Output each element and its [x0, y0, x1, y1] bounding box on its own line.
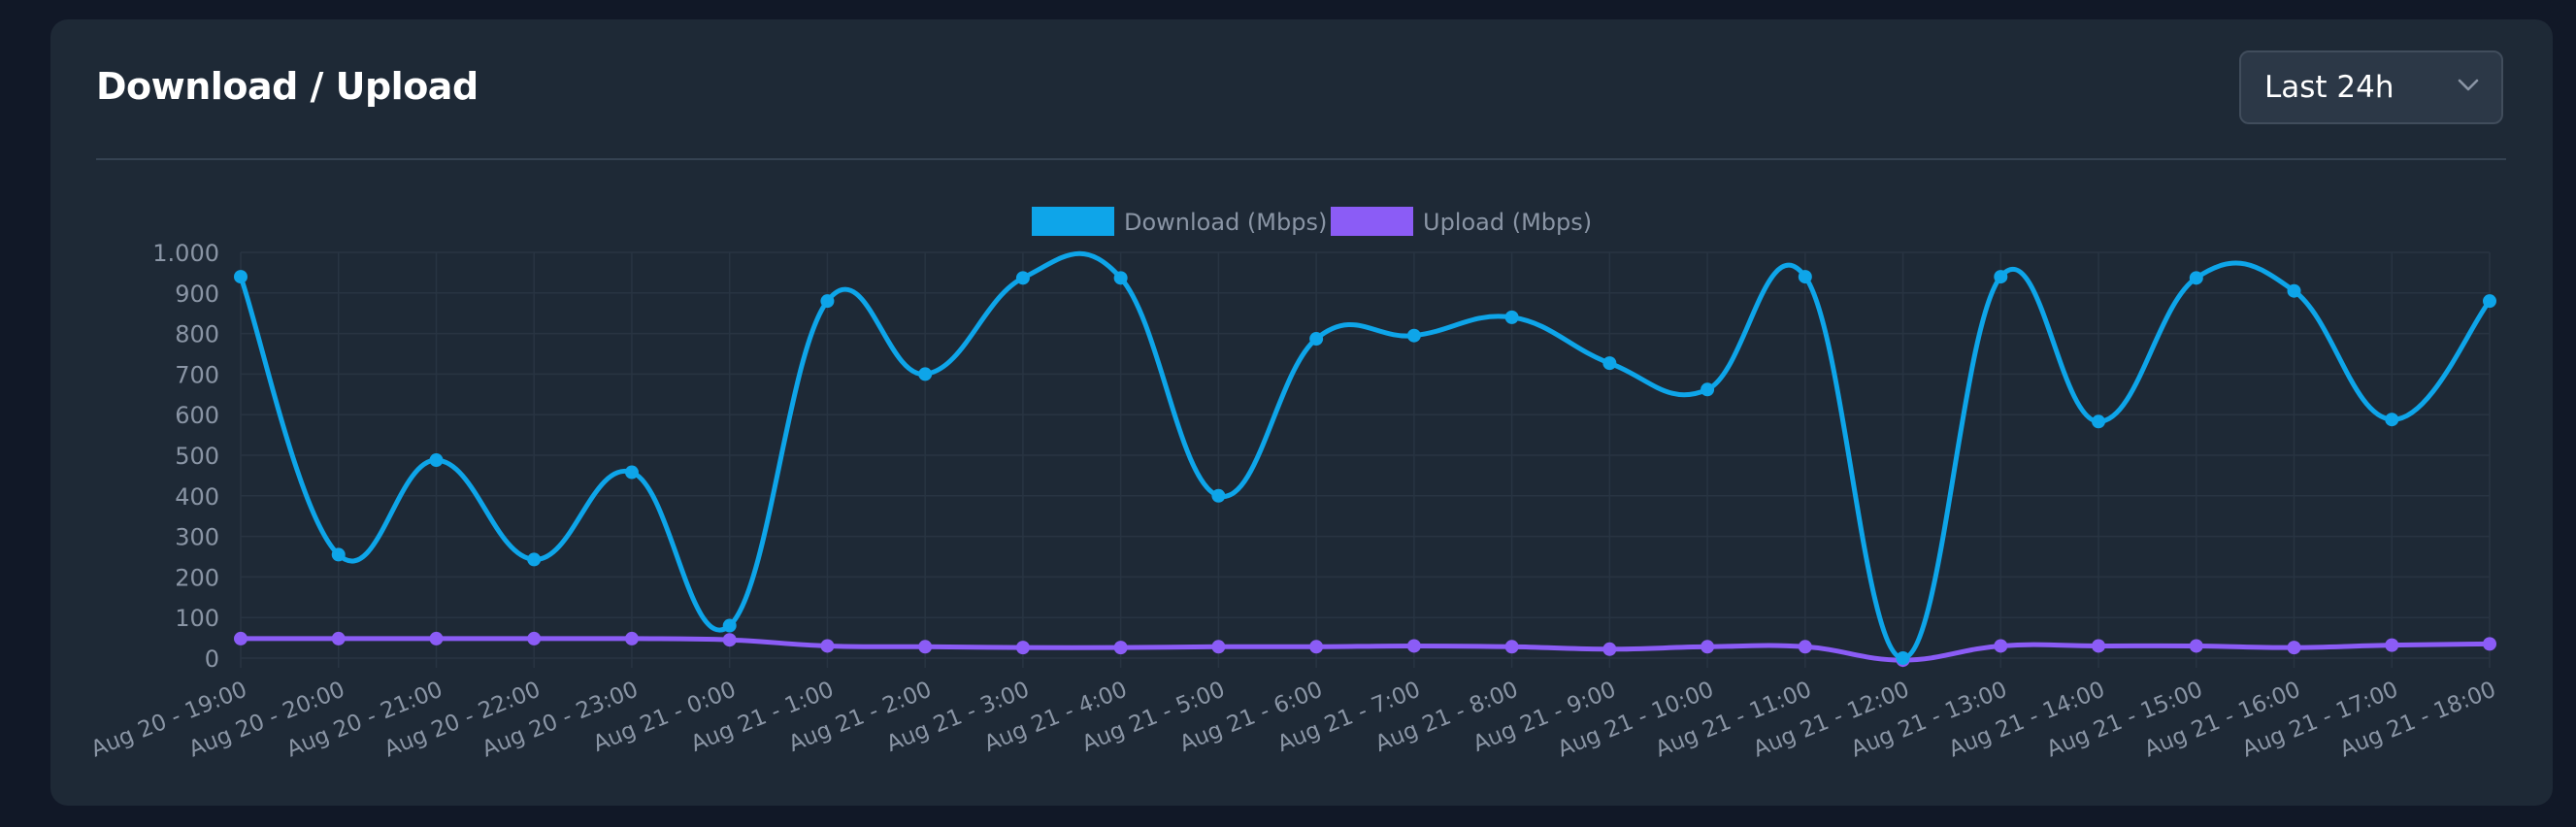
y-tick-label: 200: [175, 564, 219, 591]
data-point[interactable]: [1309, 640, 1324, 654]
series-line: [238, 636, 2493, 663]
y-tick-label: 0: [205, 645, 219, 673]
y-tick-label: 700: [175, 361, 219, 388]
y-axis-ticks: 1.000 900 800 700 600 500 400 300 200 100 0: [152, 240, 219, 673]
data-point[interactable]: [1113, 641, 1128, 655]
data-point[interactable]: [527, 552, 542, 567]
data-point[interactable]: [1798, 270, 1812, 284]
grid: [240, 251, 2491, 668]
legend-label[interactable]: Upload (Mbps): [1423, 209, 1592, 236]
y-tick-label: 600: [175, 402, 219, 429]
data-point[interactable]: [820, 294, 835, 309]
data-point[interactable]: [1701, 382, 1715, 397]
legend-swatch: [1331, 207, 1413, 236]
data-point[interactable]: [1309, 332, 1324, 347]
data-point[interactable]: [2385, 413, 2399, 427]
y-tick-label: 300: [175, 524, 219, 551]
data-point[interactable]: [331, 631, 346, 645]
data-point[interactable]: [722, 633, 737, 647]
data-point[interactable]: [1015, 271, 1030, 285]
data-point[interactable]: [624, 631, 639, 645]
y-tick-label: 800: [175, 321, 219, 348]
data-point[interactable]: [2385, 638, 2399, 652]
data-point[interactable]: [1015, 641, 1030, 655]
data-point[interactable]: [2287, 283, 2301, 298]
data-point[interactable]: [820, 639, 835, 653]
time-range-value: Last 24h: [2264, 70, 2394, 105]
y-tick-label: 1.000: [152, 240, 219, 267]
y-tick-label: 400: [175, 483, 219, 511]
data-point[interactable]: [1994, 639, 2008, 653]
data-point[interactable]: [1406, 328, 1421, 343]
data-point[interactable]: [1504, 640, 1519, 654]
y-tick-label: 500: [175, 443, 219, 470]
series-upload: [234, 631, 2496, 668]
y-tick-label: 100: [175, 605, 219, 632]
series: [234, 250, 2496, 668]
data-point[interactable]: [1211, 640, 1226, 654]
data-point[interactable]: [429, 631, 444, 645]
data-point[interactable]: [1896, 651, 1910, 665]
data-point[interactable]: [2483, 294, 2496, 309]
chevron-down-icon: [2458, 79, 2479, 91]
data-point[interactable]: [2189, 271, 2203, 285]
data-point[interactable]: [1211, 488, 1226, 503]
data-point[interactable]: [527, 631, 542, 645]
data-point[interactable]: [2483, 637, 2496, 651]
download-upload-card: Download / Upload Last 24h: [50, 19, 2553, 806]
data-point[interactable]: [1701, 640, 1715, 654]
legend-swatch: [1032, 207, 1114, 236]
data-point[interactable]: [1602, 642, 1617, 656]
data-point[interactable]: [1113, 271, 1128, 285]
data-point[interactable]: [2287, 641, 2301, 655]
data-point[interactable]: [1504, 310, 1519, 324]
header-divider: [96, 158, 2506, 160]
data-point[interactable]: [2092, 414, 2106, 429]
series-line: [238, 250, 2493, 661]
legend-label[interactable]: Download (Mbps): [1124, 209, 1327, 236]
card-title: Download / Upload: [96, 65, 479, 108]
data-point[interactable]: [1798, 640, 1812, 654]
data-point[interactable]: [331, 547, 346, 562]
data-point[interactable]: [429, 453, 444, 468]
series-download: [234, 250, 2496, 665]
y-tick-label: 900: [175, 281, 219, 308]
data-point[interactable]: [918, 640, 933, 654]
data-point[interactable]: [722, 618, 737, 633]
legend: Download (Mbps) Upload (Mbps): [1032, 207, 1592, 236]
time-range-select[interactable]: Last 24h: [2239, 50, 2503, 124]
data-point[interactable]: [1994, 270, 2008, 284]
data-point[interactable]: [1602, 356, 1617, 371]
data-point[interactable]: [1406, 639, 1421, 653]
data-point[interactable]: [2092, 639, 2106, 653]
data-point[interactable]: [2189, 639, 2203, 653]
data-point[interactable]: [234, 270, 248, 284]
data-point[interactable]: [918, 367, 933, 381]
data-point[interactable]: [624, 465, 639, 480]
data-point[interactable]: [234, 631, 248, 645]
